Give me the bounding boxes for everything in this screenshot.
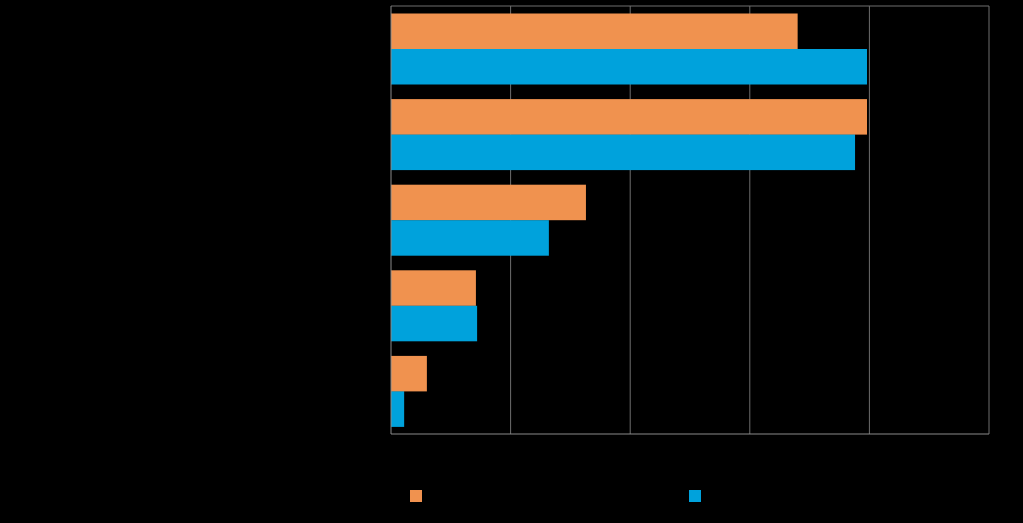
bar-series1-cat2	[391, 99, 868, 135]
bar-series1-cat5	[391, 355, 427, 392]
bar-series2-cat3	[391, 220, 549, 256]
axes	[390, 6, 989, 435]
legend-swatch-series-2	[689, 490, 701, 502]
bar-series1-cat3	[391, 184, 586, 221]
bar-series2-cat1	[391, 49, 868, 85]
bar-series2-cat5	[391, 391, 405, 427]
bar-series1-cat1	[391, 13, 798, 49]
bar-series1-cat4	[391, 270, 476, 306]
legend-swatch-series-1	[410, 490, 422, 502]
bar-series2-cat4	[391, 305, 478, 342]
bar-series2-cat2	[391, 134, 856, 171]
bars	[391, 13, 868, 427]
